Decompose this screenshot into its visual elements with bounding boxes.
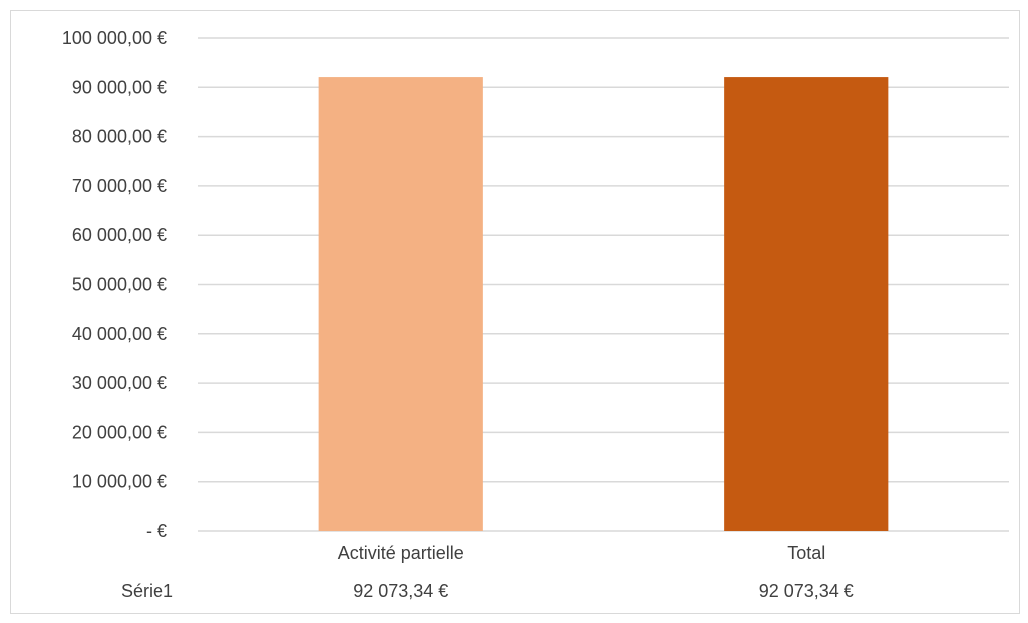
data-table-value: 92 073,34 €	[353, 581, 448, 601]
data-table-value: 92 073,34 €	[759, 581, 854, 601]
y-tick-label: - €	[146, 521, 167, 541]
bar-1	[724, 77, 889, 531]
category-label: Total	[787, 543, 825, 563]
y-tick-label: 90 000,00 €	[72, 77, 167, 97]
y-tick-label: 100 000,00 €	[62, 28, 167, 48]
category-labels: Activité partielle Total	[338, 543, 826, 563]
y-tick-label: 70 000,00 €	[72, 176, 167, 196]
data-table: 92 073,34 € 92 073,34 € Série1	[121, 581, 854, 601]
bars	[318, 77, 889, 531]
y-tick-label: 50 000,00 €	[72, 275, 167, 295]
y-tick-label: 20 000,00 €	[72, 422, 167, 442]
y-tick-label: 80 000,00 €	[72, 127, 167, 147]
y-tick-label: 40 000,00 €	[72, 324, 167, 344]
y-tick-label: 60 000,00 €	[72, 225, 167, 245]
y-tick-label: 30 000,00 €	[72, 373, 167, 393]
data-table-series-name: Série1	[121, 581, 173, 601]
y-axis-tick-labels: - € 10 000,00 € 20 000,00 € 30 000,00 € 40 0…	[62, 28, 167, 541]
bar-0	[318, 77, 483, 531]
y-tick-label: 10 000,00 €	[72, 472, 167, 492]
category-label: Activité partielle	[338, 543, 464, 563]
